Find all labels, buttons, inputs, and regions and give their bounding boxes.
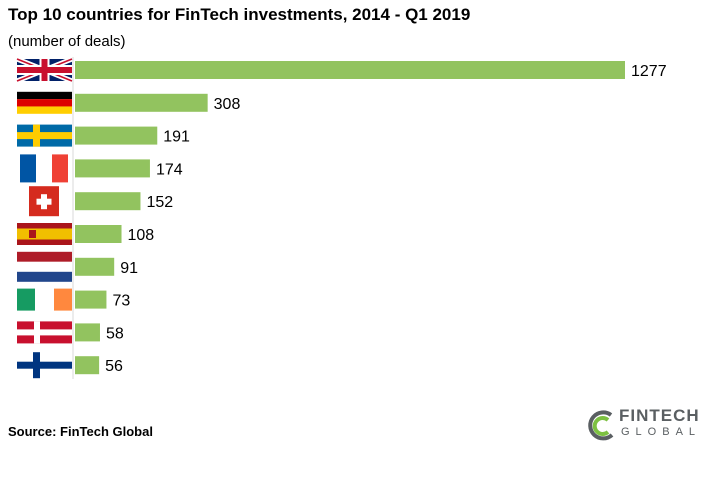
value-label-denmark: 58: [106, 325, 124, 342]
fintech-global-logo: FINTECH GLOBAL: [583, 404, 703, 454]
bar-denmark: [75, 323, 100, 342]
value-labels: 1277 308 191 174 152 108 91 73 58 56: [105, 63, 667, 375]
bar-switzerland: [75, 192, 141, 211]
flag-column: [16, 56, 73, 379]
logo-ring-icon: [588, 410, 614, 441]
chart-title: Top 10 countries for FinTech investments…: [8, 5, 471, 24]
bar-chart: 1277 308 191 174 152 108 91 73 58 56: [16, 56, 667, 379]
france-flag-icon: [20, 154, 68, 183]
value-label-netherlands: 91: [120, 260, 138, 277]
spain-flag-icon: [17, 223, 72, 245]
bar-sweden: [75, 126, 158, 145]
value-label-ireland: 73: [112, 293, 130, 310]
bar-netherlands: [75, 257, 115, 276]
bar-spain: [75, 225, 122, 243]
value-label-switzerland: 152: [146, 194, 173, 211]
value-label-france: 174: [156, 161, 183, 178]
value-label-finland: 56: [105, 358, 123, 375]
switzerland-flag-icon: [29, 186, 59, 217]
bar-finland: [75, 356, 100, 375]
value-label-sweden: 191: [163, 129, 190, 146]
finland-flag-icon: [17, 352, 72, 379]
ireland-flag-icon: [17, 288, 72, 311]
bars: [75, 61, 625, 375]
germany-flag-icon: [17, 91, 72, 114]
bar-germany: [75, 93, 208, 112]
uk-flag-icon: [16, 56, 73, 84]
sweden-flag-icon: [17, 124, 72, 147]
bar-ireland: [75, 290, 107, 309]
value-label-spain: 108: [128, 227, 155, 244]
source-note: Source: FinTech Global: [8, 424, 153, 439]
bar-united-kingdom: [75, 61, 625, 79]
logo-text-global: GLOBAL: [621, 426, 702, 438]
value-label-germany: 308: [214, 96, 241, 113]
bar-france: [75, 159, 150, 178]
netherlands-flag-icon: [17, 251, 72, 282]
denmark-flag-icon: [17, 321, 72, 344]
logo-text-fintech: FINTECH: [619, 406, 700, 425]
chart-subtitle: (number of deals): [8, 33, 126, 50]
value-label-united-kingdom: 1277: [631, 63, 667, 80]
